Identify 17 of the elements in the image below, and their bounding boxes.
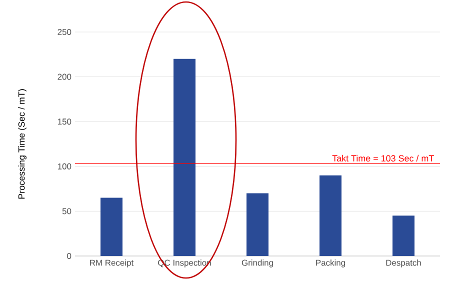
x-tick-label: Despatch (386, 260, 421, 268)
x-tick-label: Packing (316, 260, 346, 268)
bar (246, 193, 268, 256)
y-axis-title: Processing Time (Sec / mT) (18, 89, 26, 199)
bar (392, 216, 414, 256)
ref-line-label: Takt Time = 103 Sec / mT (332, 154, 434, 162)
y-tick-label: 0 (67, 253, 72, 259)
y-tick-label: 200 (58, 74, 72, 80)
y-tick-label: 250 (58, 29, 72, 35)
y-tick-label: 150 (58, 118, 72, 125)
bar (100, 198, 122, 256)
y-tick-label: 100 (58, 163, 72, 170)
bar (174, 58, 196, 256)
x-tick-label: RM Receipt (90, 260, 134, 268)
bar (320, 175, 342, 256)
x-tick-label: Grinding (242, 260, 273, 268)
y-tick-label: 50 (62, 208, 72, 214)
